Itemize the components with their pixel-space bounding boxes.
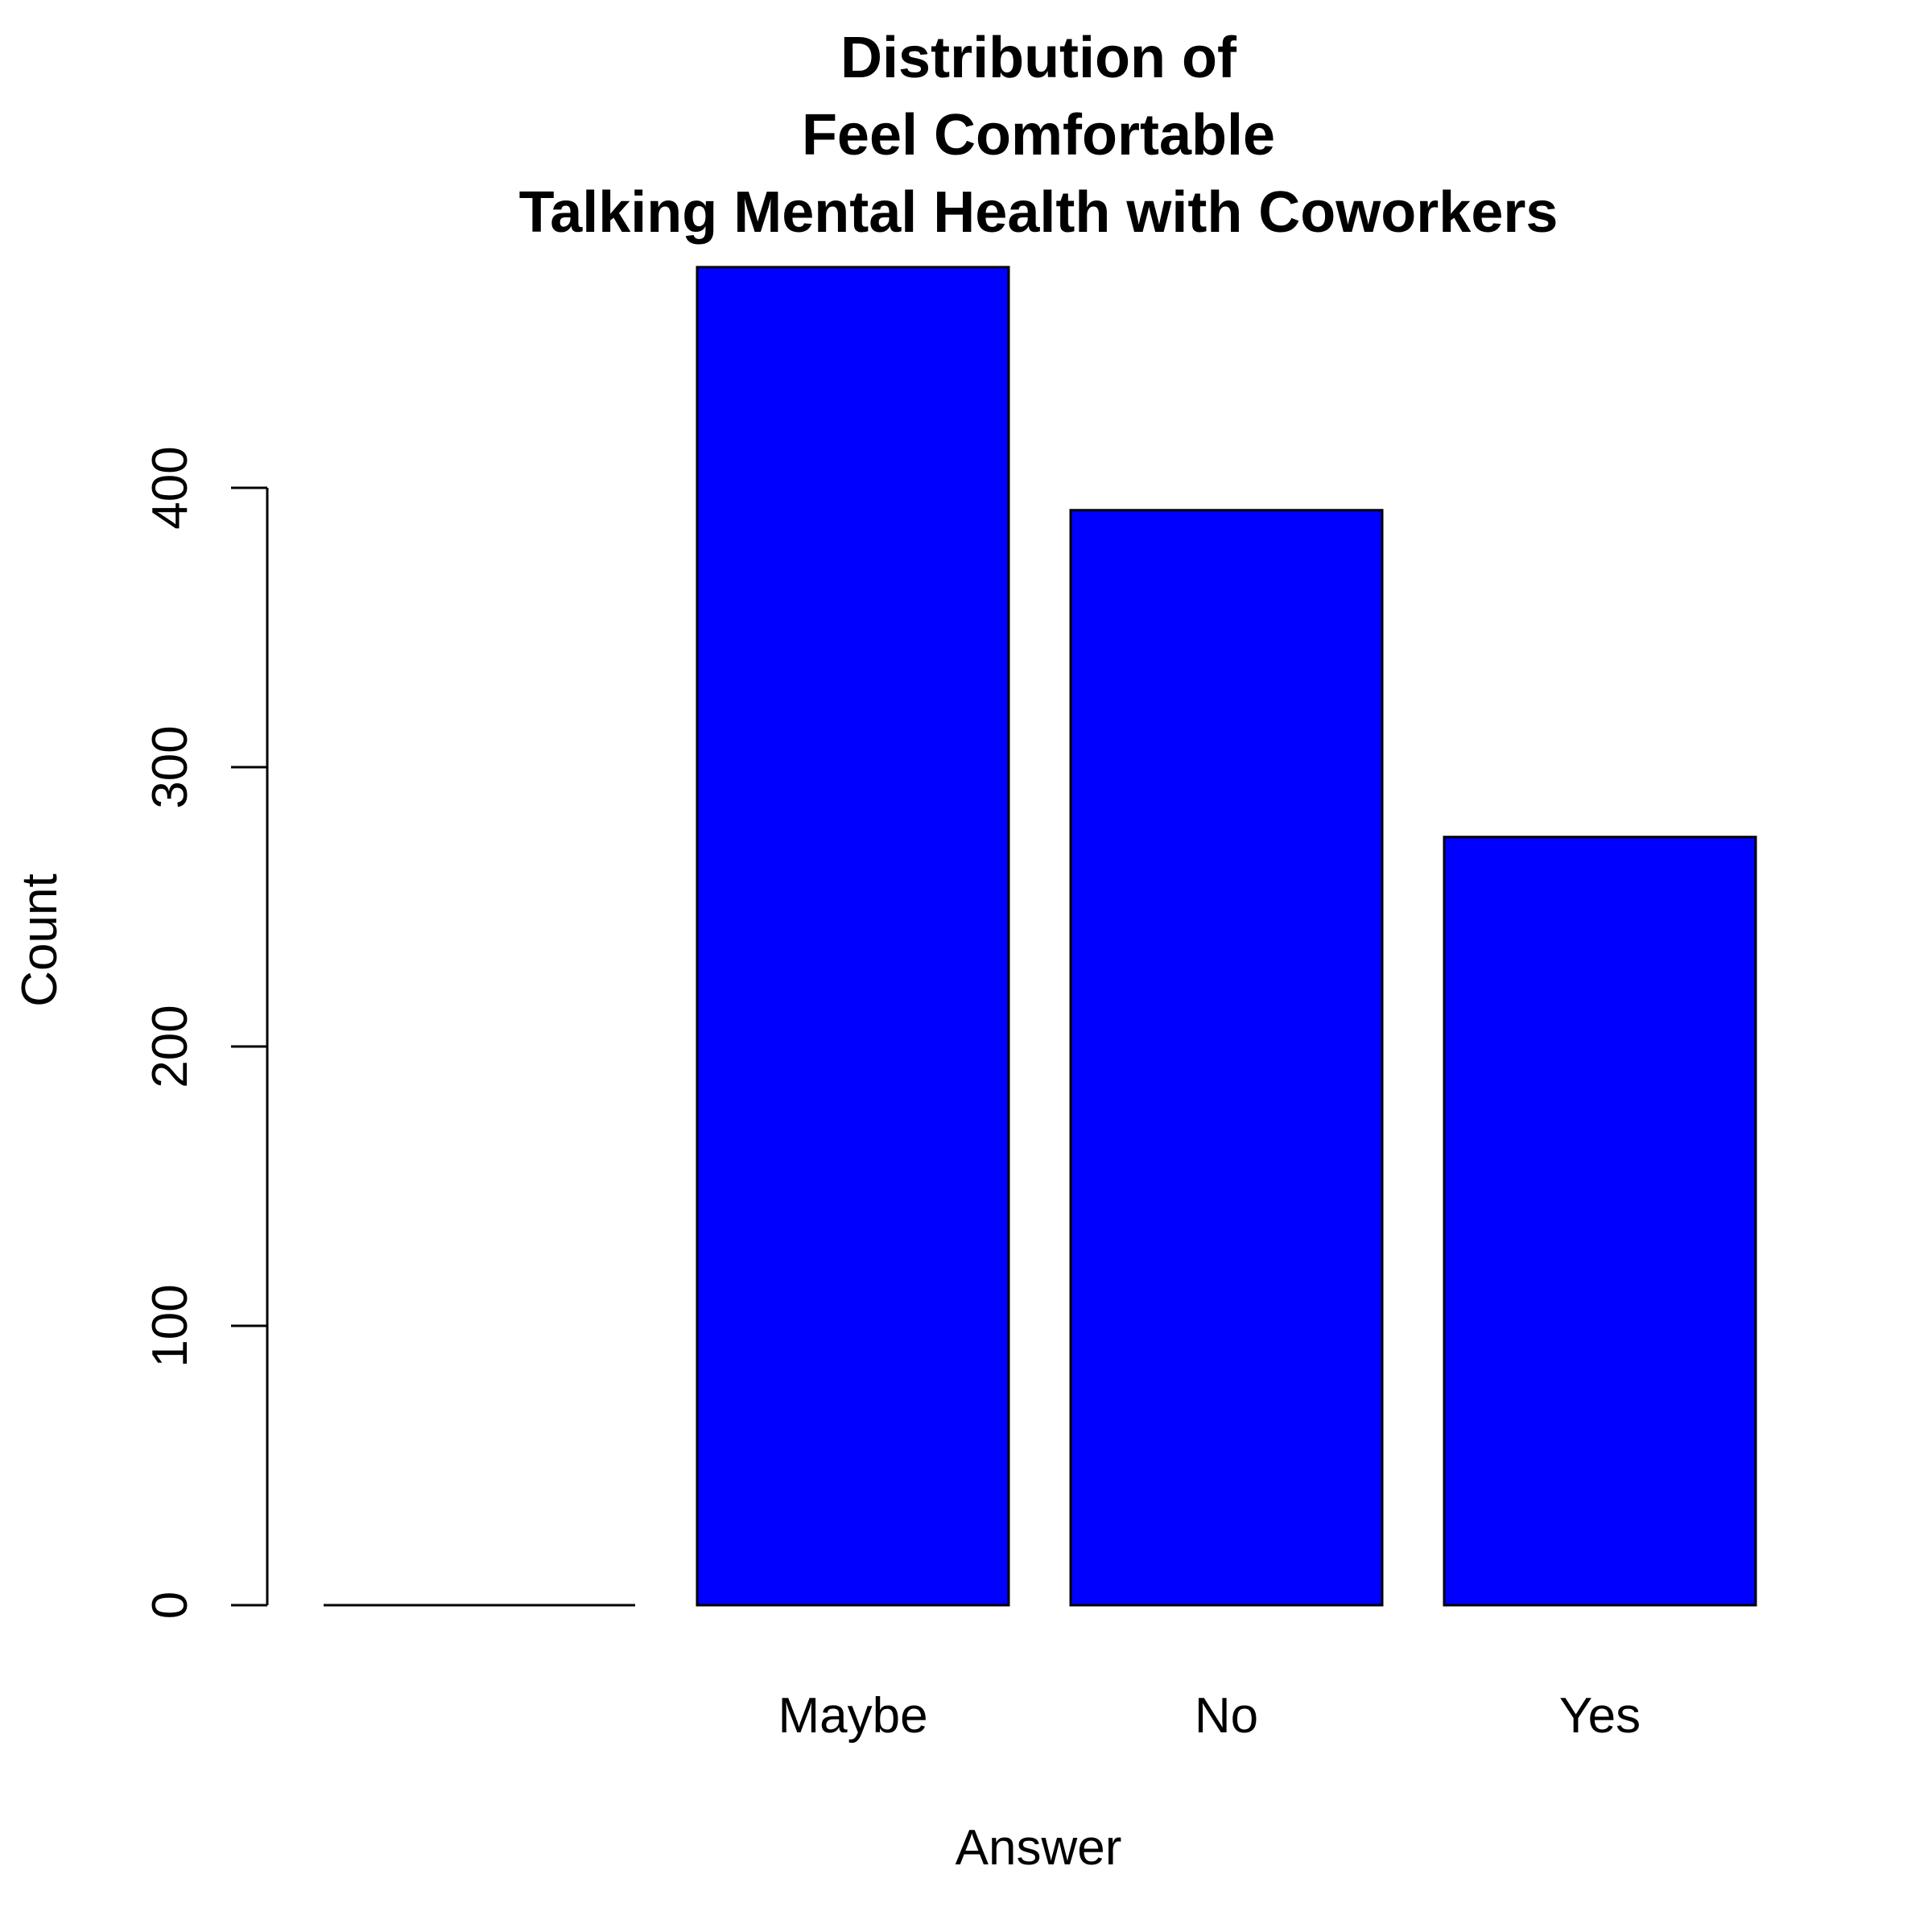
y-tick-label-100: 100 xyxy=(142,1284,198,1367)
category-label-yes: Yes xyxy=(1559,1688,1641,1744)
y-tick-label-400: 400 xyxy=(142,446,198,529)
x-axis-label: Answer xyxy=(956,1820,1122,1876)
category-label-maybe: Maybe xyxy=(778,1688,927,1744)
y-tick-label-200: 200 xyxy=(142,1005,198,1088)
y-axis-label: Count xyxy=(12,873,68,1006)
x-axis-categories: Maybe No Yes xyxy=(778,1688,1641,1744)
chart-title-line-2: Feel Comfortable xyxy=(802,103,1275,167)
y-tick-label-300: 300 xyxy=(142,725,198,808)
bar-yes xyxy=(1443,836,1757,1607)
y-axis: 0 100 200 300 400 xyxy=(142,446,269,1619)
y-tick-label-0: 0 xyxy=(142,1591,198,1619)
bar-no xyxy=(1069,509,1384,1607)
bar-maybe xyxy=(696,266,1010,1607)
category-label-no: No xyxy=(1195,1688,1258,1744)
chart-title-line-1: Distribution of xyxy=(840,26,1237,90)
bars xyxy=(324,266,1757,1607)
chart-title-line-3: Talking Mental Health with Coworkers xyxy=(519,180,1558,245)
chart-title: Distribution of Feel Comfortable Talking… xyxy=(519,26,1558,245)
